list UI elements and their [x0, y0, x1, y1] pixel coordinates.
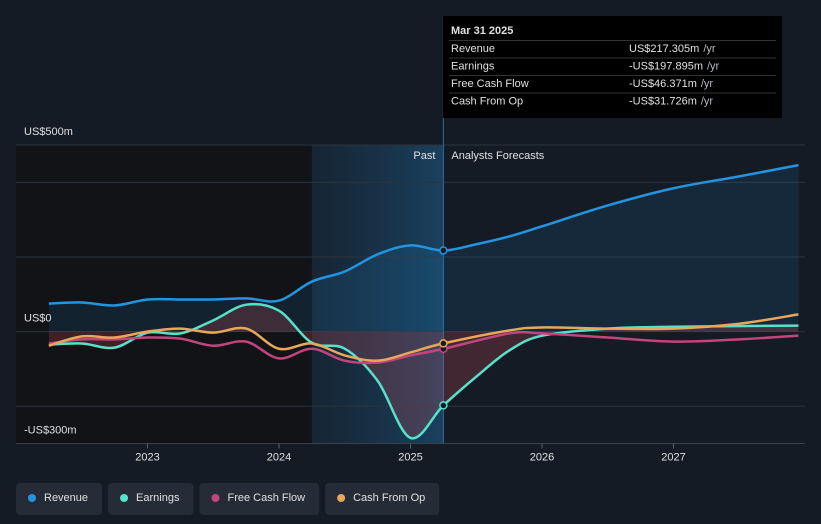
- tooltip-unit: /yr: [701, 78, 714, 90]
- legend-box[interactable]: [108, 483, 194, 515]
- tooltip-label: Earnings: [451, 60, 495, 72]
- x-tick-label: 2024: [267, 451, 291, 463]
- past-highlight: [311, 145, 444, 444]
- tooltip-value-text: -US$31.726m: [629, 95, 697, 107]
- background: [16, 145, 444, 444]
- series-line: [48, 163, 799, 307]
- tooltip-unit: /yr: [701, 95, 714, 107]
- tooltip-label: Cash From Op: [451, 95, 523, 107]
- tooltip-value: US$217.305m/yr: [629, 43, 716, 55]
- legend: Revenue Earnings Free Cash Flow Cash From O…: [16, 483, 440, 515]
- legend-swatch: [28, 494, 36, 502]
- point: [439, 339, 448, 348]
- tooltip-unit: /yr: [707, 60, 720, 72]
- tooltip-value: -US$46.371m/yr: [629, 78, 713, 90]
- series-line: [48, 330, 799, 365]
- x-tick-label: 2025: [398, 451, 422, 463]
- y-tick-label: US$500m: [24, 126, 73, 138]
- tooltip: Mar 31 2025 Revenue US$217.305m/yr Earnings…: [443, 16, 782, 118]
- tooltip-box: [443, 16, 782, 118]
- legend-box[interactable]: [16, 483, 103, 515]
- point: [439, 246, 448, 255]
- tooltip-label: Revenue: [451, 43, 495, 55]
- tooltip-label: Free Cash Flow: [451, 78, 529, 90]
- legend-box[interactable]: [199, 483, 320, 515]
- revenue-area: [48, 165, 799, 332]
- series-line: [48, 313, 799, 362]
- legend-swatch: [120, 494, 129, 502]
- legend-swatch: [211, 494, 220, 502]
- tooltip-value: -US$31.726m/yr: [629, 95, 713, 107]
- legend-label: Revenue: [44, 492, 88, 504]
- lines: [48, 163, 799, 440]
- labels: US$500m US$0 -US$300m 2023 2024 2025 2026 2027 P…: [24, 126, 686, 464]
- tooltip-value: -US$197.895m/yr: [629, 60, 720, 72]
- areas: [48, 165, 799, 439]
- tooltip-value-text: -US$46.371m: [629, 78, 697, 90]
- forecast-label: Analysts Forecasts: [451, 150, 544, 162]
- legend-item[interactable]: Free Cash Flow: [199, 483, 320, 515]
- point: [439, 401, 448, 410]
- tooltip-value-text: US$217.305m: [629, 43, 699, 55]
- past-label: Past: [413, 150, 435, 162]
- legend-swatch: [337, 494, 346, 502]
- x-tick-label: 2023: [135, 451, 159, 463]
- tooltip-date: Mar 31 2025: [451, 25, 513, 37]
- legend-item[interactable]: Cash From Op: [325, 483, 440, 515]
- y-tick-label: US$0: [24, 312, 52, 324]
- earnings-area: [48, 304, 799, 439]
- legend-label: Earnings: [136, 492, 180, 504]
- legend-label: Cash From Op: [353, 492, 425, 504]
- tooltip-value-text: -US$197.895m: [629, 60, 703, 72]
- history-shade: [16, 145, 312, 444]
- x-tick-label: 2027: [661, 451, 685, 463]
- legend-box[interactable]: [325, 483, 440, 515]
- legend-item[interactable]: Earnings: [108, 483, 194, 515]
- legend-label: Free Cash Flow: [227, 492, 305, 504]
- tooltip-unit: /yr: [703, 43, 716, 55]
- x-tick-label: 2026: [530, 451, 554, 463]
- legend-item[interactable]: Revenue: [16, 483, 103, 515]
- y-tick-label: -US$300m: [24, 424, 77, 436]
